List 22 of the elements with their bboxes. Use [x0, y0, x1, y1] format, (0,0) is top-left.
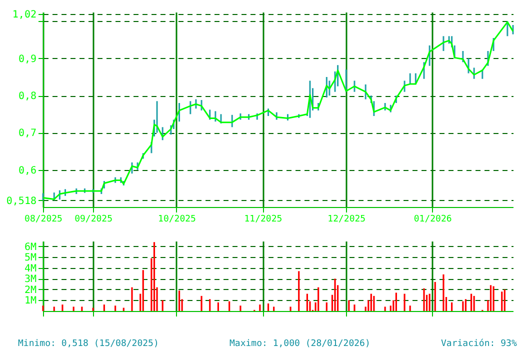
y-tick-label: 1M — [24, 296, 36, 307]
x-tick-label: 01/2026 — [414, 214, 452, 224]
y-tick-label: 6M — [24, 242, 36, 253]
y-tick-label: 2M — [24, 284, 36, 296]
text: Minimo: 0,518 (15/08/2025) — [18, 339, 159, 349]
x-tick-label: 11/2025 — [244, 214, 282, 224]
y-tick-label: 4M — [24, 263, 36, 274]
text: Variación: 93% — [441, 338, 518, 349]
y-tick-label: 0,8 — [18, 91, 36, 102]
x-tick-label: 12/2025 — [328, 214, 366, 224]
y-tick-label: 3M — [24, 274, 36, 286]
y-tick-label: 0,7 — [18, 128, 36, 140]
y-tick-label: 0,6 — [18, 165, 36, 176]
x-tick-label: 10/2025 — [158, 214, 196, 224]
x-tick-label: 09/2025 — [74, 214, 113, 224]
y-tick-label: 0,518 — [6, 196, 36, 207]
line-series — [42, 21, 514, 200]
y-tick-label: 1,02 — [12, 9, 36, 20]
x-tick-label: 08/2025 — [24, 214, 62, 224]
y-tick-label: 0,9 — [18, 54, 36, 65]
text: Maximo: 1,000 (28/01/2026) — [230, 339, 370, 349]
y-tick-label: 5M — [24, 252, 36, 264]
